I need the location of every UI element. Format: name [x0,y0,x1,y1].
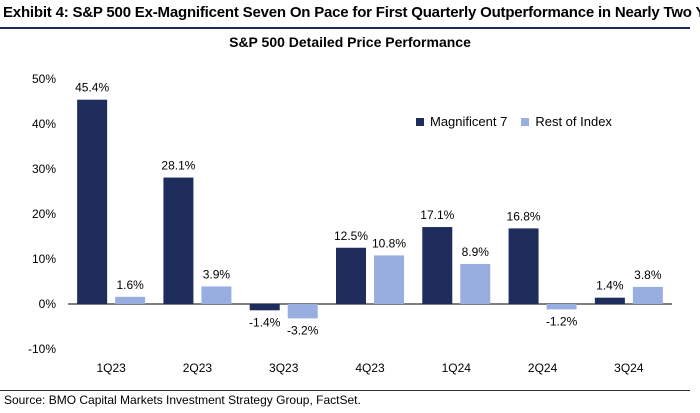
bar-magnificent-7 [594,297,625,304]
y-tick-label: 50% [32,72,56,86]
data-label: 16.8% [507,209,541,223]
bar-rest-of-index [460,263,491,304]
data-label: 45.4% [75,81,109,95]
y-tick-label: 30% [32,162,56,176]
data-label: 17.1% [420,208,454,222]
bar-magnificent-7 [77,99,108,304]
bar-rest-of-index [374,255,404,304]
data-label: 8.9% [462,245,490,259]
data-label: 10.8% [372,236,406,250]
x-tick-label: 1Q24 [442,361,472,375]
y-tick-label: 40% [32,117,56,131]
data-label: -1.2% [546,314,578,328]
x-tick-label: 3Q23 [269,361,299,375]
legend-swatch-mag7 [416,117,424,126]
bar-rest-of-index [287,304,318,319]
y-tick-label: 10% [32,252,56,266]
x-tick-label: 4Q23 [355,361,385,375]
legend-label-mag7: Magnificent 7 [430,114,508,129]
data-label: 28.1% [161,159,195,173]
y-tick-label: 0% [39,297,57,311]
exhibit-title: Exhibit 4: S&P 500 Ex-Magnificent Seven … [3,4,700,21]
data-label: -3.2% [287,323,319,337]
bar-magnificent-7 [163,177,194,304]
bar-magnificent-7 [249,304,280,311]
bar-magnificent-7 [508,228,539,304]
bar-magnificent-7 [422,227,453,304]
axis-group: -10% 0% 10% 20% 30% 40% 50% 1Q23 2Q23 3Q23 4Q23 1Q2… [28,72,672,375]
data-label: 1.6% [116,278,144,292]
bar-rest-of-index [632,286,663,304]
data-label: 3.9% [203,267,231,281]
bars-group [77,99,663,319]
x-tick-label: 2Q24 [528,361,558,375]
title-rule [0,27,690,29]
labels-group: 45.4% 1.6% 28.1% 3.9% -1.4% -3.2% 12.5% 10.8% 17… [75,81,662,338]
x-tick-label: 3Q24 [614,361,644,375]
bottom-rule [0,390,690,391]
legend-item-rest: Rest of Index [521,114,612,129]
y-tick-label: 20% [32,207,56,221]
data-label: 1.4% [596,279,624,293]
bar-rest-of-index [546,304,577,310]
y-tick-label: -10% [28,342,56,356]
bar-rest-of-index [201,286,232,304]
bar-rest-of-index [115,296,146,304]
data-label: 3.8% [634,268,662,282]
source-note: Source: BMO Capital Markets Investment S… [4,393,361,407]
x-tick-label: 1Q23 [96,361,126,375]
x-tick-label: 2Q23 [183,361,213,375]
data-label: -1.4% [249,315,281,329]
bar-magnificent-7 [336,247,366,304]
legend: Magnificent 7 Rest of Index [416,114,620,129]
chart-title: S&P 500 Detailed Price Performance [229,34,471,50]
legend-label-rest: Rest of Index [535,114,612,129]
data-label: 12.5% [334,229,368,243]
legend-swatch-rest [521,117,530,126]
legend-item-mag7: Magnificent 7 [416,114,507,129]
